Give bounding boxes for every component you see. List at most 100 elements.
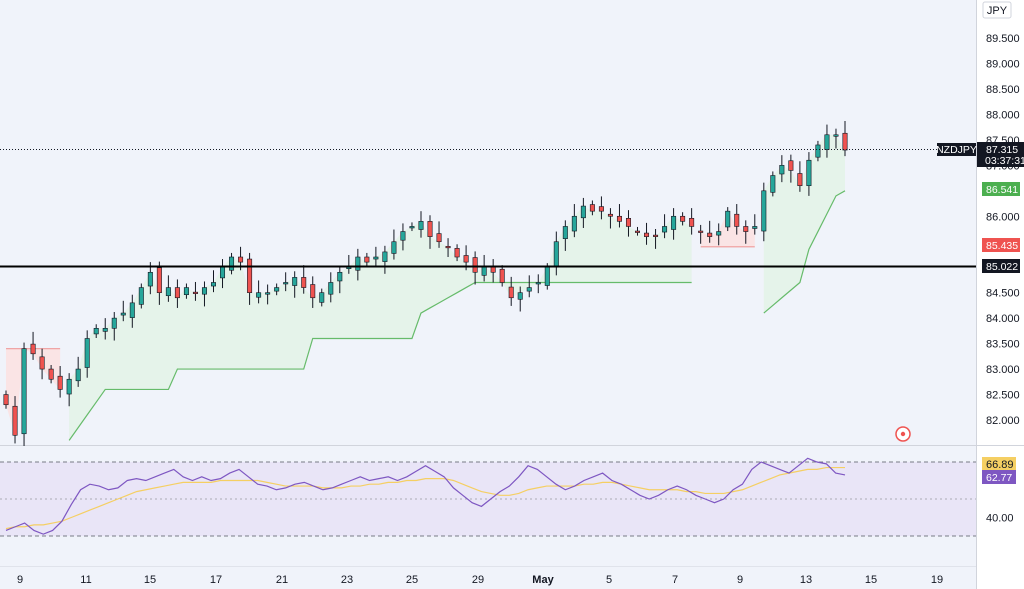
candle-body [653, 234, 659, 237]
candle-body [508, 286, 514, 299]
price-tick-label: 86.000 [986, 211, 1020, 223]
candle-body [247, 258, 253, 293]
rsi-ma-text: 66.89 [986, 459, 1014, 471]
candle-body [553, 241, 559, 268]
candle-body [57, 375, 63, 390]
candle-body [598, 206, 604, 212]
candle-body [815, 144, 821, 158]
rsi-badge [982, 470, 1016, 484]
time-tick-label: 17 [210, 574, 222, 586]
time-tick-label: 21 [276, 574, 288, 586]
candle-body [481, 266, 487, 276]
currency-label: JPY [987, 5, 1008, 17]
price-tick-label: 82.000 [986, 415, 1020, 427]
candle-body [147, 271, 153, 287]
candle-body [824, 134, 830, 150]
candle-body [75, 368, 81, 382]
price-tick-label: 88.500 [986, 84, 1020, 96]
candle-body [364, 256, 370, 263]
price-tick-label: 83.000 [986, 364, 1020, 376]
price-axis-bg [977, 0, 1024, 589]
supertrend-down-fill [6, 348, 61, 436]
candle-body [265, 292, 271, 295]
time-tick-label: 9 [737, 574, 743, 586]
candle-body [797, 173, 803, 187]
candle-body [283, 282, 289, 285]
time-tick-label: 5 [606, 574, 612, 586]
candle-body [526, 287, 532, 292]
supertrend-up-text: 86.541 [986, 184, 1018, 196]
candle-body [418, 221, 424, 230]
rsi-line [5, 457, 846, 535]
candle-body [517, 292, 523, 300]
candle-body [220, 266, 226, 279]
supertrend-up-badge [982, 182, 1020, 196]
candle-body [328, 282, 334, 295]
price-tick-label: 84.500 [986, 288, 1020, 300]
candle-body [698, 230, 704, 233]
candle-body [490, 266, 496, 273]
candle-body [535, 282, 541, 285]
candle-body [156, 267, 162, 293]
time-tick-label: May [532, 574, 554, 586]
candle-body [544, 266, 550, 286]
last-price-text: 87.315 [986, 144, 1018, 156]
supertrend-down-badge [982, 238, 1020, 252]
price-tick-label: 89.000 [986, 58, 1020, 70]
time-tick-label: 29 [472, 574, 484, 586]
time-tick-label: 11 [80, 574, 91, 586]
symbol-tag [937, 143, 976, 156]
candle-body [770, 175, 776, 193]
candle-body [842, 132, 848, 151]
candle-body [192, 291, 198, 294]
candle-body [256, 292, 262, 298]
time-tick-label: 15 [144, 574, 156, 586]
price-tick-label: 88.000 [986, 109, 1020, 121]
candle-body [445, 246, 451, 249]
time-tick-label: 15 [865, 574, 877, 586]
candle-body [833, 134, 839, 137]
candle-body [12, 405, 18, 436]
candle-body [238, 256, 244, 263]
candle-body [689, 218, 695, 227]
candle-body [201, 287, 207, 295]
candle-body [589, 204, 595, 212]
candle-body [30, 343, 36, 355]
candle-body [761, 190, 767, 232]
candle-body [409, 226, 415, 229]
price-tick-label: 83.500 [986, 339, 1020, 351]
candle-body [671, 215, 677, 230]
supertrend-down-text: 85.435 [986, 240, 1018, 252]
candle-body [562, 226, 568, 239]
candle-body [292, 277, 298, 286]
candle-body [66, 378, 72, 395]
candles-layer [3, 121, 848, 446]
candle-body [382, 251, 388, 262]
candle-body [165, 287, 171, 297]
candle-body [337, 271, 343, 282]
candle-body [129, 302, 135, 318]
candle-body [625, 218, 631, 227]
price-tick-label: 84.000 [986, 313, 1020, 325]
time-tick-label: 23 [341, 574, 353, 586]
candle-body [644, 232, 650, 237]
time-tick-label: 9 [17, 574, 23, 586]
candle-body [616, 215, 622, 222]
candle-body [571, 215, 577, 232]
candle-body [580, 205, 586, 219]
currency-label-box[interactable] [982, 1, 1012, 19]
candle-body [138, 287, 144, 305]
hline-text: 85.022 [986, 261, 1018, 273]
candle-body [779, 165, 785, 175]
rsi-ma-line [5, 466, 845, 530]
candle-body [39, 356, 45, 370]
time-tick-label: 13 [800, 574, 812, 586]
price-tick-label: 89.500 [986, 33, 1020, 45]
candle-body [3, 394, 9, 406]
candle-body [274, 287, 280, 292]
time-tick-label: 25 [406, 574, 418, 586]
target-icon[interactable] [895, 426, 911, 442]
candle-body [111, 317, 117, 329]
candle-body [707, 232, 713, 237]
candle-body [436, 233, 442, 243]
